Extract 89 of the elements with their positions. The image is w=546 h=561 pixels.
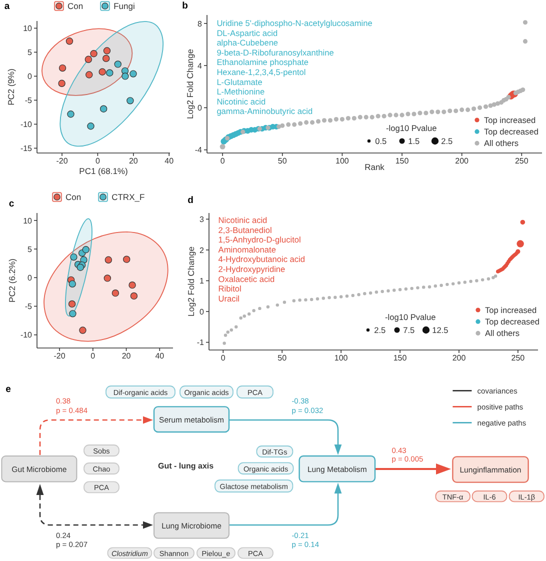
y-axis-title: Log2 Fold Change — [185, 48, 195, 119]
x-tick-label: 0 — [220, 354, 226, 363]
x-tick-label: 200 — [455, 156, 470, 166]
annotation: Hexane-1,2,3,4,5-pentol — [216, 67, 306, 77]
y-tick-label: 4 — [198, 61, 203, 70]
x-tick-label: 50 — [278, 354, 288, 363]
legend-label: All others — [485, 328, 520, 338]
annotation: 1,5-Anhydro-D-glucitol — [218, 234, 301, 245]
annotation: Uridine 5'-diphospho-N-acetylglucosamine — [216, 18, 373, 28]
x-tick-label: -20 — [56, 156, 68, 166]
y-tick-label: -10 — [20, 120, 33, 130]
legend-label: 7.5 — [403, 325, 416, 335]
chart-title: d — [188, 194, 194, 206]
annotation: 9-beta-D-Ribofuranosylxanthine — [216, 47, 334, 58]
x-tick-label: 20 — [122, 352, 132, 361]
x-tick-label: 0 — [220, 156, 226, 166]
y-tick-label: 5 — [28, 48, 33, 58]
annotation: L-Methionine — [216, 86, 266, 97]
annotation: Uracil — [218, 293, 240, 304]
y-axis-title: Log2 Fold Change — [186, 246, 196, 316]
y-tick-label: 0 — [198, 104, 203, 113]
legend-title: -log10 Pvalue — [386, 123, 438, 133]
annotation: Ribitol — [218, 284, 242, 294]
legend-title: -log10 Pvalue — [385, 312, 436, 322]
y-tick-label: -5 — [24, 302, 33, 312]
y-tick-label: 0 — [28, 273, 33, 282]
y-tick-label: 3 — [200, 214, 205, 224]
x-tick-label: 100 — [334, 354, 348, 363]
y-tick-label: 5 — [28, 244, 33, 254]
x-tick-label: 20 — [128, 156, 138, 166]
legend-label: Top decreased — [484, 126, 539, 137]
x-tick-label: 150 — [393, 354, 408, 363]
x-tick-label: 50 — [278, 156, 288, 166]
annotation: Oxalacetic acid — [218, 274, 275, 284]
legend-label: 1.5 — [408, 136, 420, 146]
x-tick-label: 150 — [395, 156, 410, 166]
legend-label: 0.5 — [375, 136, 388, 146]
x-tick-label: 0 — [95, 156, 100, 166]
annotation: gamma-Aminobutyric acid — [216, 106, 313, 116]
y-tick-label: 0 — [28, 72, 33, 82]
x-tick-label: 250 — [514, 156, 529, 166]
legend-label: All others — [484, 138, 519, 148]
annotation: Nicotinic acid — [216, 96, 266, 106]
x-tick-label: 200 — [452, 354, 466, 363]
x-tick-label: -20 — [54, 352, 66, 361]
y-tick-label: 10 — [23, 216, 33, 226]
chart-title: c — [8, 198, 14, 209]
y-tick-label: -1 — [196, 338, 205, 348]
text: e — [6, 384, 11, 394]
legend-label: Con — [66, 192, 82, 202]
annotation: 2,3-Butanediol — [218, 224, 272, 235]
legend-label: Top increased — [485, 305, 538, 315]
y-tick-label: 1 — [200, 276, 205, 286]
annotation: Nicotinic acid — [218, 215, 268, 225]
y-axis-title: PC2 (6.2%) — [7, 258, 17, 302]
chart-title: b — [182, 0, 188, 11]
legend-label: Top increased — [484, 115, 536, 125]
x-tick-label: 100 — [336, 156, 350, 166]
legend-label: 2.5 — [441, 136, 454, 146]
y-tick-label: 0 — [200, 307, 205, 316]
y-tick-label: 10 — [23, 24, 33, 34]
x-tick-label: 250 — [511, 354, 526, 363]
x-tick-label: 40 — [155, 352, 165, 361]
legend-label: Con — [68, 1, 84, 11]
annotation: Aminomalonate — [218, 244, 276, 254]
legend-label: 12.5 — [432, 325, 449, 335]
y-tick-label: 8 — [198, 19, 203, 28]
annotation: 4-Hydroxybutanoic acid — [218, 254, 306, 264]
x-tick-label: 0 — [90, 352, 96, 361]
x-axis-title: PC1 (68.1%) — [79, 166, 128, 176]
legend-label: 2.5 — [374, 325, 386, 335]
annotation: 2-Hydroxypyridine — [218, 264, 286, 274]
annotation: L-Glutamate — [216, 76, 263, 87]
legend-label: CTRX_F — [112, 192, 145, 202]
text: Gut - lung axis — [158, 461, 214, 470]
y-tick-label: 2 — [200, 246, 205, 255]
legend-label: Fungi — [114, 1, 135, 11]
y-tick-label: -10 — [20, 330, 33, 340]
y-tick-label: -15 — [20, 144, 33, 154]
x-tick-label: 40 — [164, 156, 174, 166]
annotation: Ethanolamine phosphate — [216, 57, 309, 68]
annotation: alpha-Cubebene — [216, 38, 278, 48]
chart-title: a — [4, 0, 10, 12]
y-axis-title: PC2 (9%) — [6, 68, 16, 106]
legend-label: Top decreased — [485, 316, 540, 327]
annotation: DL-Aspartic acid — [216, 28, 278, 38]
y-tick-label: -4 — [194, 146, 203, 155]
x-axis-title: Rank — [364, 162, 386, 172]
y-tick-label: -5 — [24, 96, 33, 106]
